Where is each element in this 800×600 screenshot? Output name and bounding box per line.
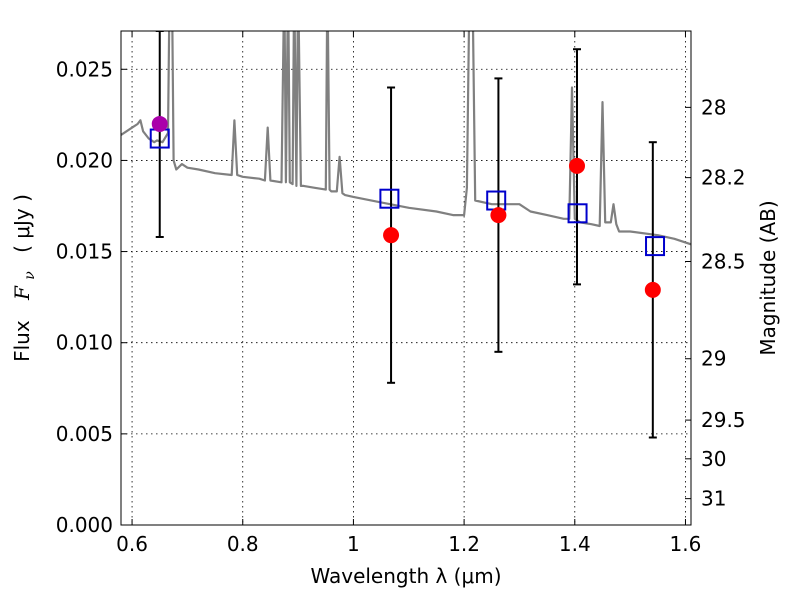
y-tick-label: 0.005	[56, 422, 113, 446]
y2-tick-label: 30	[701, 447, 726, 471]
y-tick-label: 0.025	[56, 57, 113, 81]
y-tick-label: 0.010	[56, 331, 113, 355]
y-axis-label-flux: Flux	[10, 320, 34, 362]
observed-red-point	[569, 157, 585, 174]
observed-red-point	[383, 227, 400, 244]
y-axis-label-subscript: ν	[22, 271, 38, 280]
y-axis-label-unit: ( μJy )	[10, 194, 34, 253]
y-tick-label: 0.020	[56, 148, 113, 172]
model-square-point	[645, 236, 666, 257]
magenta-point	[151, 115, 168, 132]
x-tick-label: 1	[347, 532, 360, 556]
tick-layer: 0.6 0.8 1 1.2 1.4 1.6 0.000 0.005 0.010 0.015 0.02…	[56, 31, 746, 556]
x-tick-label: 1.4	[559, 532, 591, 556]
x-tick-label: 0.6	[116, 532, 148, 556]
plot-background	[121, 31, 691, 525]
y-axis-label: Flux F ν ( μJy )	[10, 194, 39, 362]
spectrum-line	[121, 31, 691, 246]
observed-red-point	[490, 207, 507, 224]
x-tick-label: 1.6	[670, 532, 702, 556]
x-axis-label: Wavelength λ (μm)	[310, 564, 501, 588]
observed-red-point	[644, 281, 661, 298]
x-tick-label: 1.2	[448, 532, 480, 556]
y2-tick-label: 31	[701, 487, 726, 511]
x-tick-label: 0.8	[227, 532, 259, 556]
y-axis-label-symbol: F	[10, 285, 34, 301]
model-square-point	[567, 203, 588, 224]
plot-frame	[120, 30, 692, 526]
y2-tick-label: 28.2	[701, 166, 746, 190]
y2-axis-label: Magnitude (AB)	[756, 200, 780, 355]
data-layer	[121, 31, 691, 439]
y2-tick-label: 28.5	[701, 249, 746, 273]
model-square-point	[379, 188, 400, 209]
y2-tick-label: 29	[701, 347, 726, 371]
y-tick-label: 0.015	[56, 240, 113, 264]
y2-tick-label: 29.5	[701, 408, 746, 432]
y-tick-label: 0.000	[56, 513, 113, 537]
y2-tick-label: 28	[701, 95, 726, 119]
